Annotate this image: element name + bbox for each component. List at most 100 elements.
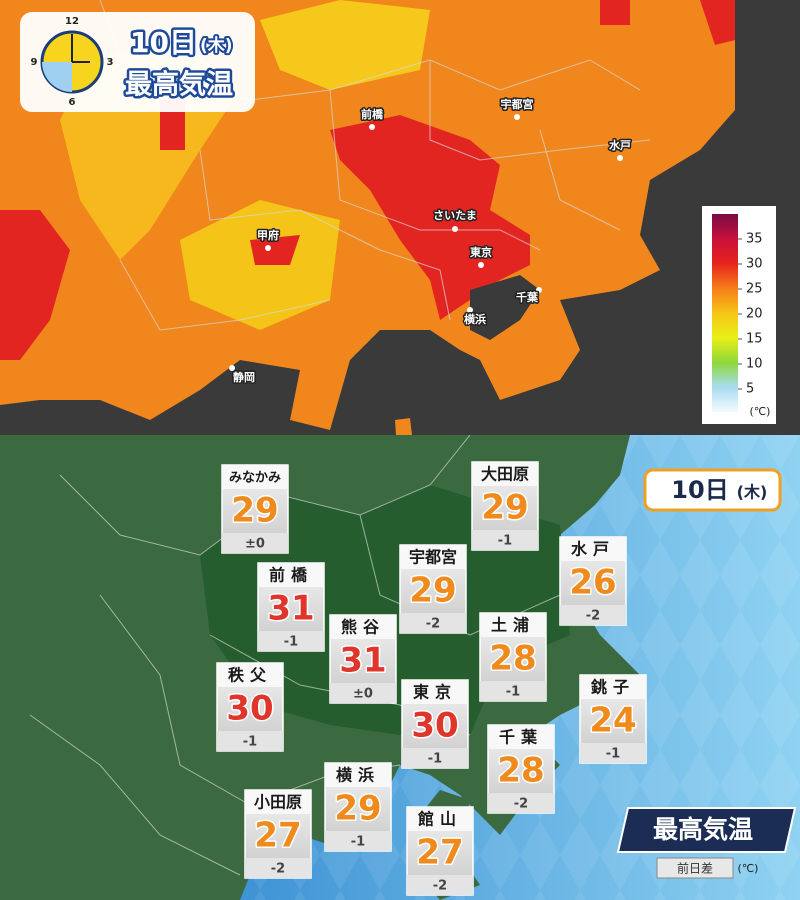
card-footer xyxy=(488,793,554,813)
card-footer xyxy=(217,731,283,751)
clock-label: 6 xyxy=(69,97,76,108)
city-dot xyxy=(617,155,623,161)
city-dot xyxy=(467,307,473,313)
legend-label: 35 xyxy=(746,232,763,247)
city-dot xyxy=(478,262,484,268)
hot-area xyxy=(250,235,300,265)
city-label: 前橋 xyxy=(361,107,384,121)
station-name: 東京 xyxy=(413,683,457,702)
station-temp: 26 xyxy=(569,563,616,603)
city-label: 東京 xyxy=(470,245,492,259)
badge-day: 10日 xyxy=(671,476,728,504)
city-label: 宇都宮 xyxy=(501,97,534,111)
legend-label: 5 xyxy=(746,382,754,397)
unit: (℃) xyxy=(738,862,759,875)
cool-area xyxy=(260,0,430,90)
station-diff: -2 xyxy=(514,797,528,812)
station-card: 宇都宮 29 -2 xyxy=(399,544,467,634)
city-dot xyxy=(265,245,271,251)
card-header xyxy=(245,790,311,814)
legend-ticks: 35 30 25 20 15 10 5 (℃) xyxy=(738,232,771,418)
city-label: 水戸 xyxy=(609,138,631,152)
station-card: 秩父 30 -1 xyxy=(216,662,284,752)
clock-label: 9 xyxy=(31,57,38,68)
station-name: 館山 xyxy=(418,810,462,829)
station-diff: -1 xyxy=(284,635,298,650)
card-header xyxy=(217,663,283,687)
station-card: 小田原 27 -2 xyxy=(244,789,312,879)
station-name: 水戸 xyxy=(571,540,615,559)
card-footer xyxy=(472,530,538,550)
city-dot xyxy=(452,226,458,232)
clock-sector xyxy=(42,62,72,92)
note-box xyxy=(656,857,734,879)
card-footer xyxy=(580,743,646,763)
legend-unit: (℃) xyxy=(750,405,771,418)
card-footer xyxy=(245,858,311,878)
city-label: 横浜 xyxy=(464,312,486,326)
card-header xyxy=(560,537,626,561)
card-footer xyxy=(407,875,473,895)
city-dot xyxy=(369,124,375,130)
station-name: 千葉 xyxy=(499,728,543,747)
legend-label: 25 xyxy=(746,282,763,297)
card-header xyxy=(330,615,396,639)
card-header xyxy=(222,465,288,489)
card-header xyxy=(400,545,466,569)
station-name: 前橋 xyxy=(269,566,313,585)
hot-area xyxy=(330,115,530,320)
card-footer xyxy=(258,631,324,651)
city-label: 静岡 xyxy=(233,370,255,384)
station-card: 銚子 24 -1 xyxy=(579,674,647,764)
station-diff: -2 xyxy=(586,609,600,624)
station-name: 大田原 xyxy=(481,465,529,484)
station-diff: -1 xyxy=(606,747,620,762)
card-footer xyxy=(222,533,288,553)
station-card: 水戸 26 -2 xyxy=(559,536,627,626)
card-header xyxy=(480,613,546,637)
bay xyxy=(470,275,540,340)
station-temp: 29 xyxy=(409,571,456,611)
station-card: 横浜 29 -1 xyxy=(324,762,392,852)
legend-label: 15 xyxy=(746,332,763,347)
station-diff: ±0 xyxy=(353,687,373,702)
station-card: 東京 30 -1 xyxy=(401,679,469,769)
station-temp: 30 xyxy=(411,706,458,746)
station-diff: -1 xyxy=(506,685,520,700)
station-temp: 28 xyxy=(497,751,544,791)
station-name: 土浦 xyxy=(491,616,535,635)
station-name: みなかみ xyxy=(229,471,281,486)
city-dot xyxy=(536,287,542,293)
clock-label: 12 xyxy=(65,16,79,27)
station-temp: 31 xyxy=(267,589,314,629)
station-diff: -2 xyxy=(271,862,285,877)
card-header xyxy=(580,675,646,699)
temperature-map: 12 3 6 9 10日 (木) 最高気温 前橋 宇都宮水戸さいたま甲府東京千葉横… xyxy=(0,0,800,435)
card-footer xyxy=(402,748,468,768)
clock-label: 3 xyxy=(107,57,114,68)
legend-label: 10 xyxy=(746,357,763,372)
station-card: 熊谷 31 ±0 xyxy=(329,614,397,704)
date-badge xyxy=(643,468,782,512)
card-header xyxy=(402,680,468,704)
city-label: 千葉 xyxy=(516,290,539,304)
station-card: 前橋 31 -1 xyxy=(257,562,325,652)
station-name: 小田原 xyxy=(254,793,302,812)
title-banner xyxy=(616,807,797,853)
city-dot xyxy=(229,365,235,371)
station-temp: 29 xyxy=(231,491,278,531)
city-dot xyxy=(514,114,520,120)
station-temp: 29 xyxy=(481,488,528,528)
card-footer xyxy=(325,831,391,851)
station-temp: 30 xyxy=(226,689,273,729)
badge-weekday: (木) xyxy=(200,35,233,56)
city-label: さいたま xyxy=(433,209,477,222)
legend-bar xyxy=(712,214,738,412)
station-name: 秩父 xyxy=(228,666,272,685)
station-diff: -1 xyxy=(351,835,365,850)
badge-weekday: (木) xyxy=(737,483,768,502)
card-header xyxy=(488,725,554,749)
station-diff: -2 xyxy=(433,879,447,894)
station-temp: 31 xyxy=(339,641,386,681)
